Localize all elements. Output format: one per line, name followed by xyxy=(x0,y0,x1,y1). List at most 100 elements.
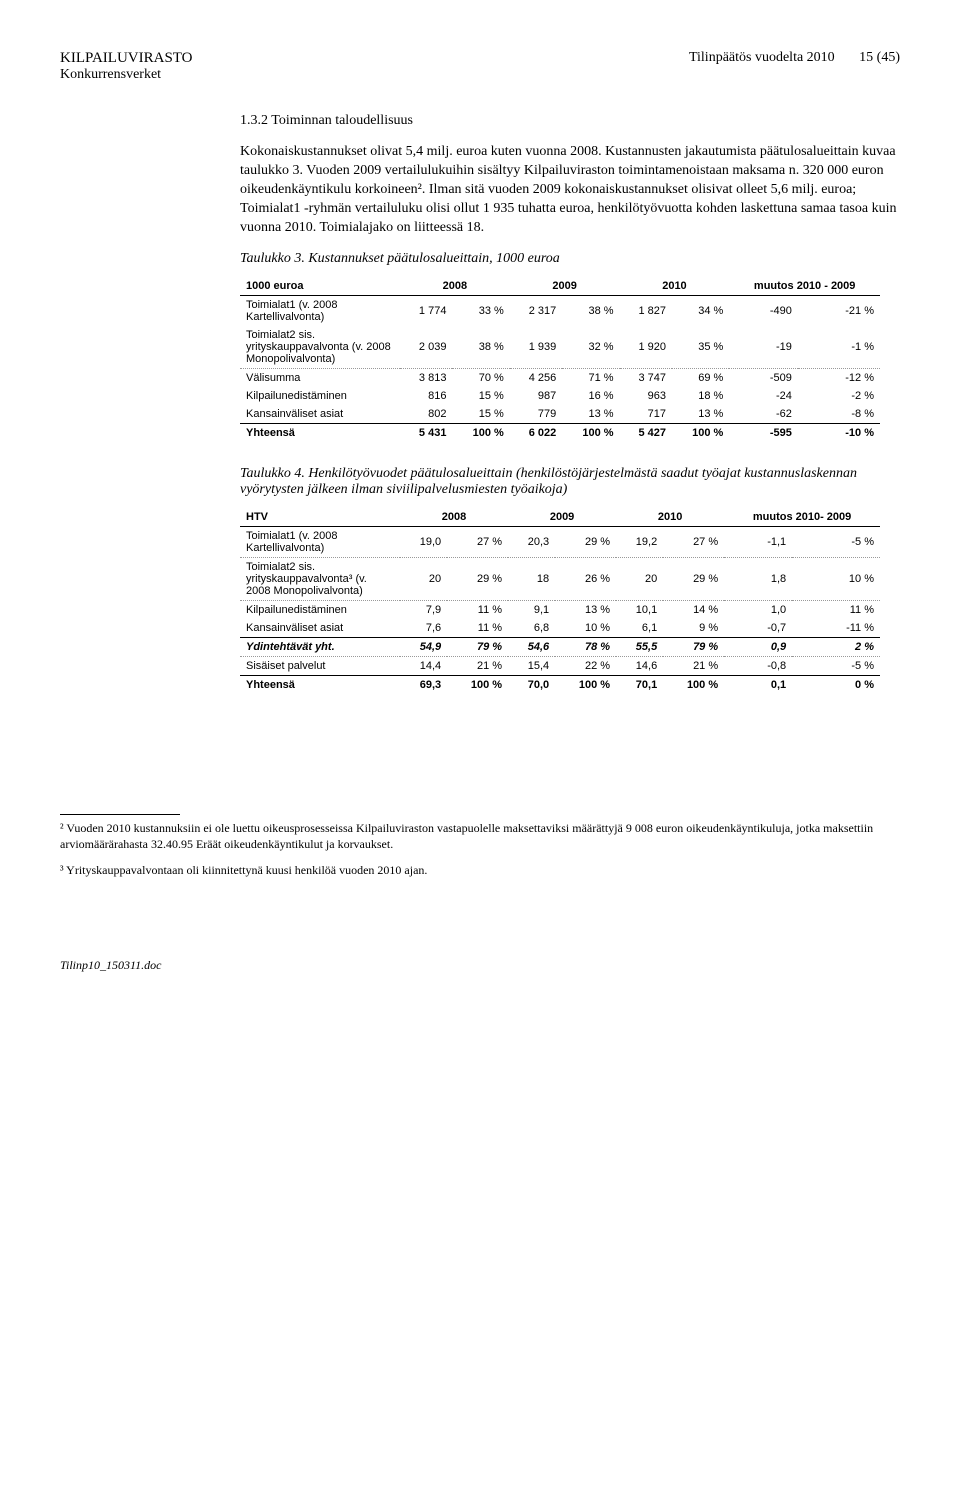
cell: 0,9 xyxy=(724,638,792,657)
org-name-1: KILPAILUVIRASTO xyxy=(60,50,193,67)
cell: 79 % xyxy=(447,638,508,657)
cell: -19 xyxy=(729,326,798,369)
cell: 100 % xyxy=(562,424,619,443)
cell: -0,8 xyxy=(724,657,792,676)
table3-total-row: Yhteensä 5 431 100 % 6 022 100 % 5 427 1… xyxy=(240,424,880,443)
cell: Kansainväliset asiat xyxy=(240,619,400,638)
cell: Kilpailunedistäminen xyxy=(240,601,400,620)
cell: 7,6 xyxy=(400,619,447,638)
cell: 18 xyxy=(508,558,555,601)
cell: -2 % xyxy=(798,387,880,405)
cell: 70,1 xyxy=(616,676,663,695)
cell: 78 % xyxy=(555,638,616,657)
doc-title: Tilinpäätös vuodelta 2010 xyxy=(689,50,835,65)
cell: -0,7 xyxy=(724,619,792,638)
cell: 1 939 xyxy=(510,326,562,369)
cell: 9,1 xyxy=(508,601,555,620)
cell: 20 xyxy=(400,558,447,601)
table-row: Toimialat2 sis. yrityskauppavalvonta (v.… xyxy=(240,326,880,369)
cell: 27 % xyxy=(663,527,724,558)
cell: 13 % xyxy=(562,405,619,424)
cell: 100 % xyxy=(452,424,509,443)
footnote-rule xyxy=(60,814,180,815)
cell: -1 % xyxy=(798,326,880,369)
table4: HTV 2008 2009 2010 muutos 2010- 2009 Toi… xyxy=(240,508,880,694)
cell: 0 % xyxy=(792,676,880,695)
cell: 4 256 xyxy=(510,369,562,388)
cell: 5 427 xyxy=(620,424,672,443)
table4-caption: Taulukko 4. Henkilötyövuodet päätulosalu… xyxy=(240,466,900,498)
cell: 27 % xyxy=(447,527,508,558)
cell: 3 813 xyxy=(400,369,452,388)
cell: 6,8 xyxy=(508,619,555,638)
cell: 21 % xyxy=(447,657,508,676)
header-left: KILPAILUVIRASTO Konkurrensverket xyxy=(60,50,193,83)
table-row: Toimialat2 sis. yrityskauppavalvonta³ (v… xyxy=(240,558,880,601)
cell: 5 431 xyxy=(400,424,452,443)
org-name-2: Konkurrensverket xyxy=(60,67,193,83)
cell: 987 xyxy=(510,387,562,405)
cell: 802 xyxy=(400,405,452,424)
cell: 70,0 xyxy=(508,676,555,695)
cell: Ydintehtävät yht. xyxy=(240,638,400,657)
cell: 717 xyxy=(620,405,672,424)
cell: 15,4 xyxy=(508,657,555,676)
cell: 10 % xyxy=(555,619,616,638)
th: 2008 xyxy=(400,277,510,296)
cell: 100 % xyxy=(555,676,616,695)
cell: 16 % xyxy=(562,387,619,405)
cell: Toimialat1 (v. 2008 Kartellivalvonta) xyxy=(240,296,400,327)
cell: 10 % xyxy=(792,558,880,601)
cell: 14,6 xyxy=(616,657,663,676)
section-title: 1.3.2 Toiminnan taloudellisuus xyxy=(240,113,900,129)
cell: -8 % xyxy=(798,405,880,424)
cell: Kansainväliset asiat xyxy=(240,405,400,424)
cell: 14,4 xyxy=(400,657,447,676)
table-row: Sisäiset palvelut 14,4 21 % 15,4 22 % 14… xyxy=(240,657,880,676)
cell: 19,0 xyxy=(400,527,447,558)
cell: Välisumma xyxy=(240,369,400,388)
cell: 2 % xyxy=(792,638,880,657)
cell: 21 % xyxy=(663,657,724,676)
cell: 779 xyxy=(510,405,562,424)
table-row: Kilpailunedistäminen 816 15 % 987 16 % 9… xyxy=(240,387,880,405)
cell: 35 % xyxy=(672,326,729,369)
cell: -62 xyxy=(729,405,798,424)
cell: 3 747 xyxy=(620,369,672,388)
cell: 33 % xyxy=(452,296,509,327)
cell: 22 % xyxy=(555,657,616,676)
th: 1000 euroa xyxy=(240,277,400,296)
cell: 11 % xyxy=(447,601,508,620)
cell: 32 % xyxy=(562,326,619,369)
page-header: KILPAILUVIRASTO Konkurrensverket Tilinpä… xyxy=(60,50,900,83)
cell: -21 % xyxy=(798,296,880,327)
th: HTV xyxy=(240,508,400,527)
cell: 29 % xyxy=(663,558,724,601)
cell: Yhteensä xyxy=(240,424,400,443)
th: 2009 xyxy=(508,508,616,527)
table-row: Kilpailunedistäminen 7,9 11 % 9,1 13 % 1… xyxy=(240,601,880,620)
table-row: Ydintehtävät yht. 54,9 79 % 54,6 78 % 55… xyxy=(240,638,880,657)
cell: 71 % xyxy=(562,369,619,388)
cell: 0,1 xyxy=(724,676,792,695)
cell: 1 920 xyxy=(620,326,672,369)
cell: -509 xyxy=(729,369,798,388)
footer-filename: Tilinp10_150311.doc xyxy=(60,958,900,973)
cell: -24 xyxy=(729,387,798,405)
cell: 100 % xyxy=(447,676,508,695)
table-row: Toimialat1 (v. 2008 Kartellivalvonta) 1 … xyxy=(240,296,880,327)
cell: 11 % xyxy=(447,619,508,638)
cell: -490 xyxy=(729,296,798,327)
cell: 1,0 xyxy=(724,601,792,620)
cell: 963 xyxy=(620,387,672,405)
table-row: Kansainväliset asiat 802 15 % 779 13 % 7… xyxy=(240,405,880,424)
cell: 6 022 xyxy=(510,424,562,443)
cell: 14 % xyxy=(663,601,724,620)
table3-header-row: 1000 euroa 2008 2009 2010 muutos 2010 - … xyxy=(240,277,880,296)
cell: 6,1 xyxy=(616,619,663,638)
cell: 70 % xyxy=(452,369,509,388)
cell: 15 % xyxy=(452,405,509,424)
cell: 13 % xyxy=(672,405,729,424)
th: 2010 xyxy=(616,508,724,527)
cell: 13 % xyxy=(555,601,616,620)
